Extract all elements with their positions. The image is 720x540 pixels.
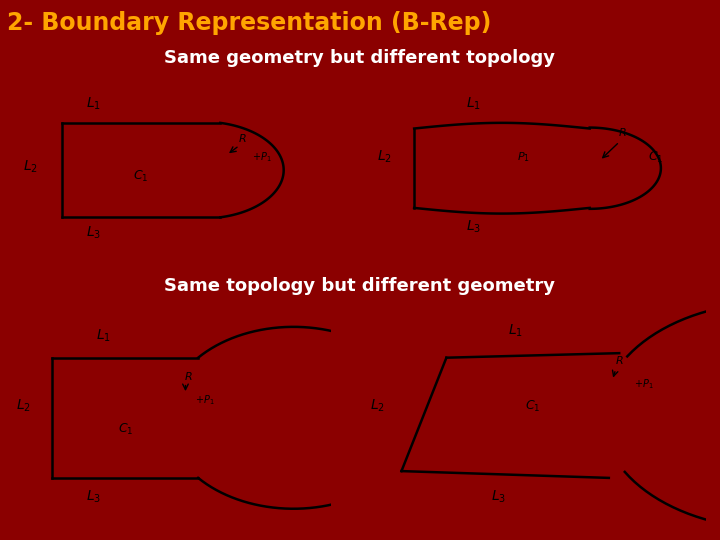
Text: $L_1$: $L_1$ [508, 323, 523, 340]
Text: $L_1$: $L_1$ [467, 96, 481, 112]
Text: $C_1$: $C_1$ [525, 399, 541, 414]
Text: Same topology but different geometry: Same topology but different geometry [164, 277, 556, 295]
Text: $+P_1$: $+P_1$ [634, 377, 653, 391]
Text: $L_3$: $L_3$ [86, 489, 101, 505]
Text: R: R [616, 356, 623, 367]
Text: Same geometry but different topology: Same geometry but different topology [164, 49, 556, 66]
Text: $P_1$: $P_1$ [517, 151, 530, 165]
Text: $L_3$: $L_3$ [467, 219, 481, 235]
Text: $L_2$: $L_2$ [377, 148, 392, 165]
Text: R: R [619, 128, 626, 138]
Text: R: R [185, 373, 192, 382]
Text: $+P_1$: $+P_1$ [252, 151, 271, 165]
Text: $L_2$: $L_2$ [23, 158, 37, 174]
Text: $+P_1$: $+P_1$ [194, 393, 215, 407]
Text: $C_1$: $C_1$ [133, 168, 149, 184]
Text: $L_1$: $L_1$ [86, 96, 101, 112]
Text: $L_2$: $L_2$ [370, 398, 384, 414]
Text: $C_1$: $C_1$ [117, 422, 133, 437]
Text: $L_1$: $L_1$ [96, 328, 111, 344]
Text: $L_3$: $L_3$ [491, 489, 505, 505]
Text: $C_1$: $C_1$ [648, 150, 664, 165]
Text: R: R [238, 134, 246, 144]
Text: 2- Boundary Representation (B-Rep): 2- Boundary Representation (B-Rep) [7, 10, 492, 35]
Text: $L_3$: $L_3$ [86, 224, 101, 241]
Text: $L_2$: $L_2$ [17, 398, 32, 414]
